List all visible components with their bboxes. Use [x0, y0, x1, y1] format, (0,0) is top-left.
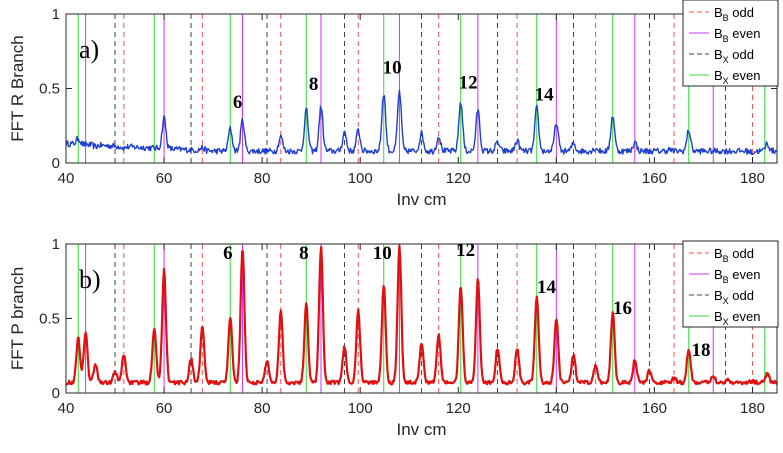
panel-b: 40 60 80 100 120 140 160 180 0 0.5 1 Inv cm FFT P br… [8, 236, 779, 439]
peak-annotation: 10 [373, 243, 392, 264]
legend: BB odd BB even BX odd BX even [682, 0, 779, 87]
x-tick-label: 100 [348, 170, 373, 187]
peak-annotation: 18 [691, 340, 710, 361]
x-tick-label: 60 [156, 170, 173, 187]
x-axis-label: Inv cm [396, 190, 446, 209]
x-tick-label: 120 [446, 400, 471, 417]
y-tick-label: 0 [52, 155, 60, 172]
legend: BB odd BB even BX odd BX even [682, 240, 779, 328]
peak-annotation: 10 [383, 58, 402, 79]
legend-label-bx-odd: BX odd [714, 47, 754, 65]
peak-annotation: 6 [223, 243, 233, 264]
x-tick-label: 80 [254, 400, 271, 417]
x-tick-label: 180 [740, 400, 765, 417]
spectrum-trace [66, 89, 777, 156]
peak-annotation: 8 [299, 243, 309, 264]
legend-label-bb-odd: BB odd [714, 5, 754, 23]
y-axis-label: FFT R Branch [8, 35, 27, 141]
legend-box [682, 0, 779, 87]
y-axis-label: FFT P branch [8, 267, 27, 370]
x-tick-label: 140 [544, 170, 569, 187]
y-tick-label: 0.5 [39, 311, 60, 328]
x-tick-label: 100 [348, 400, 373, 417]
x-tick-label: 80 [254, 170, 271, 187]
legend-box [682, 240, 779, 328]
peak-annotation: 14 [537, 277, 557, 298]
panel-a: 40 60 80 100 120 140 160 180 0 0.5 1 Inv cm FFT R Br… [8, 0, 779, 209]
x-tick-label: 160 [642, 170, 667, 187]
legend-label-bx-even: BX even [714, 68, 761, 86]
x-tick-label: 160 [642, 400, 667, 417]
x-tick-label: 40 [58, 170, 75, 187]
y-tick-label: 0.5 [39, 81, 60, 98]
legend-label-bx-odd: BX odd [714, 288, 754, 306]
reference-lines [77, 14, 766, 163]
panel-label: b) [79, 265, 101, 294]
panel-label: a) [79, 35, 99, 64]
y-tick-label: 1 [52, 6, 60, 23]
y-tick-label: 1 [52, 236, 60, 253]
x-tick-label: 140 [544, 400, 569, 417]
legend-label-bb-odd: BB odd [714, 246, 754, 264]
x-tick-label: 60 [156, 400, 173, 417]
y-tick-label: 0 [52, 385, 60, 402]
legend-label-bb-even: BB even [714, 26, 761, 44]
legend-label-bx-even: BX even [714, 309, 761, 327]
legend-label-bb-even: BB even [714, 267, 761, 285]
x-tick-label: 40 [58, 400, 75, 417]
x-tick-label: 180 [740, 170, 765, 187]
peak-annotation: 8 [309, 74, 319, 95]
peak-annotation: 16 [613, 298, 632, 319]
peak-annotation: 6 [233, 92, 243, 113]
x-axis-label: Inv cm [396, 420, 446, 439]
peak-annotation: 14 [535, 84, 555, 105]
x-tick-label: 120 [446, 170, 471, 187]
peak-annotation: 12 [459, 73, 478, 94]
spectrum-trace [66, 244, 777, 386]
peak-annotation: 12 [456, 240, 475, 261]
